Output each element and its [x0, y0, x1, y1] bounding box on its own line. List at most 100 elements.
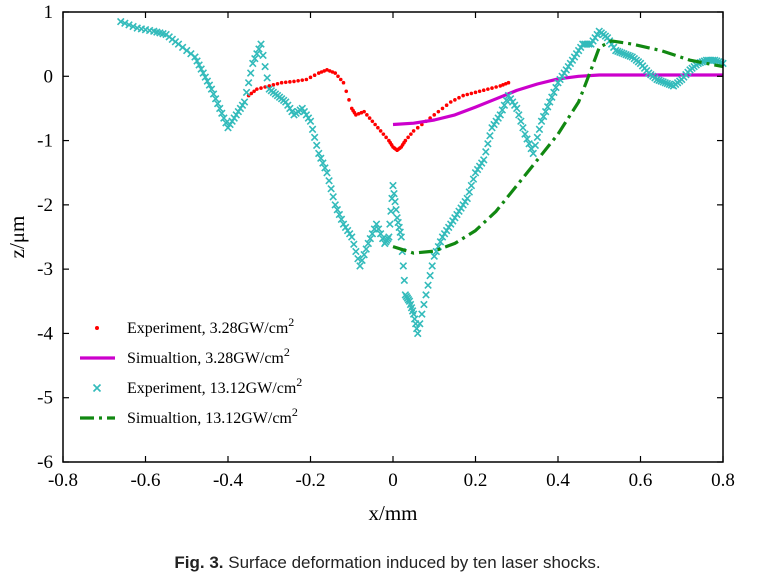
- data-point: [490, 86, 494, 90]
- data-point: [367, 116, 372, 120]
- data-point: [545, 98, 554, 106]
- data-point: [481, 88, 486, 93]
- data-point: [378, 129, 383, 133]
- data-point: [448, 100, 453, 104]
- data-point: [416, 320, 424, 328]
- data-point: [498, 106, 507, 114]
- data-point: [413, 329, 422, 338]
- data-point: [242, 88, 251, 97]
- data-point: [618, 49, 626, 57]
- data-point: [432, 113, 437, 117]
- data-point: [195, 61, 203, 69]
- data-point: [373, 122, 377, 127]
- caption-label: Fig. 3.: [174, 553, 224, 572]
- data-point: [535, 125, 544, 134]
- series-2: [392, 73, 723, 127]
- data-point: [616, 48, 624, 56]
- y-axis-title: z/μm: [5, 216, 29, 259]
- data-point: [246, 69, 255, 77]
- data-point: [304, 77, 309, 82]
- data-point: [261, 62, 269, 71]
- data-point: [515, 111, 523, 119]
- y-tick-label: -4: [37, 323, 53, 344]
- legend-label: Simualtion, 13.12GW/cm2: [127, 405, 298, 427]
- data-point: [341, 80, 346, 85]
- data-point: [657, 77, 665, 85]
- data-point: [129, 22, 137, 31]
- data-point: [191, 53, 199, 61]
- data-point: [292, 79, 296, 84]
- data-point: [329, 193, 337, 201]
- x-tick-label: -0.8: [48, 470, 78, 491]
- data-point: [330, 70, 335, 74]
- data-point: [253, 50, 261, 58]
- data-point: [279, 80, 284, 85]
- data-point: [354, 113, 358, 117]
- data-point: [384, 135, 388, 140]
- data-point: [653, 75, 661, 84]
- data-point: [222, 119, 230, 127]
- y-tick-label: 1: [44, 2, 54, 23]
- data-point: [537, 117, 546, 126]
- data-point: [338, 77, 343, 82]
- x-tick-label: -0.6: [130, 470, 160, 491]
- legend-item: Experiment, 13.12GW/cm2: [92, 375, 302, 397]
- y-tick-label: -3: [37, 259, 53, 280]
- data-point: [390, 189, 398, 198]
- data-point: [213, 99, 222, 108]
- data-point: [362, 245, 370, 253]
- data-point: [550, 88, 558, 97]
- data-point: [218, 109, 226, 118]
- data-point: [300, 78, 305, 82]
- data-point: [333, 71, 338, 75]
- data-point: [539, 112, 548, 121]
- data-point: [426, 271, 434, 280]
- x-tick-label: -0.2: [295, 470, 325, 491]
- series-line: [392, 73, 723, 127]
- data-point: [364, 239, 373, 248]
- legend-label: Experiment, 3.28GW/cm2: [127, 315, 294, 337]
- data-point: [422, 291, 430, 299]
- data-point: [626, 52, 634, 60]
- data-point: [203, 77, 212, 85]
- legend-marker: [95, 326, 99, 330]
- data-point: [257, 40, 265, 48]
- data-point: [240, 98, 249, 106]
- data-point: [486, 87, 490, 91]
- data-point: [251, 54, 259, 63]
- data-point: [116, 17, 125, 26]
- data-point: [503, 81, 508, 86]
- data-point: [316, 71, 321, 75]
- data-point: [521, 130, 529, 138]
- data-point: [430, 252, 439, 261]
- data-point: [467, 181, 476, 190]
- data-point: [197, 65, 205, 73]
- plot-series: [116, 17, 727, 338]
- data-point: [368, 230, 377, 238]
- data-point: [622, 50, 630, 59]
- series-3: [116, 17, 727, 338]
- legend-item: Experiment, 3.28GW/cm2: [95, 315, 294, 337]
- data-point: [611, 46, 620, 55]
- data-point: [655, 76, 663, 85]
- data-point: [306, 117, 315, 126]
- data-point: [457, 95, 461, 100]
- data-point: [288, 80, 292, 84]
- data-point: [211, 95, 220, 103]
- data-point: [484, 140, 492, 148]
- data-point: [463, 194, 472, 203]
- data-point: [259, 86, 263, 90]
- data-point: [428, 262, 436, 270]
- y-tick-label: 0: [44, 66, 54, 87]
- legend-label: Experiment, 13.12GW/cm2: [127, 375, 302, 397]
- data-point: [321, 164, 329, 172]
- legend-marker: [92, 383, 102, 393]
- data-point: [356, 111, 361, 116]
- data-point: [541, 107, 550, 116]
- data-point: [323, 168, 331, 177]
- data-point: [531, 141, 540, 150]
- x-tick-label: 0.4: [546, 470, 570, 491]
- data-point: [220, 114, 228, 122]
- caption-text: Surface deformation induced by ten laser…: [228, 553, 601, 572]
- data-point: [376, 230, 385, 238]
